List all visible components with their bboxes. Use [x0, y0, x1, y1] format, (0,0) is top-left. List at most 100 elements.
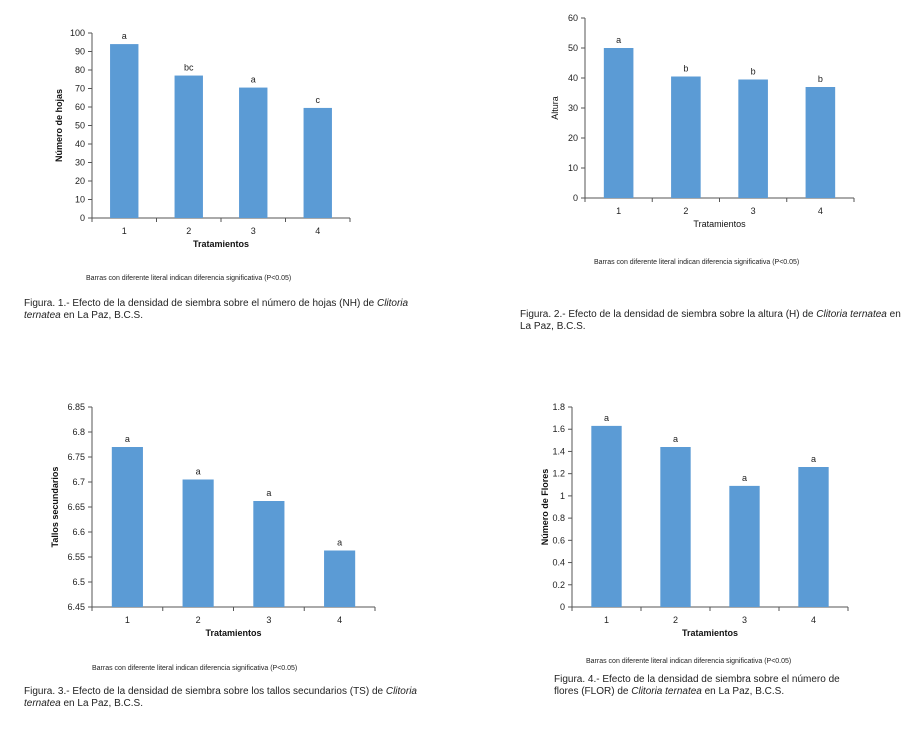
y-tick-label: 20: [568, 133, 578, 143]
bar-letter-label: a: [266, 488, 271, 498]
bar-letter-label: b: [818, 74, 823, 84]
figure-1-chart: 0 10 20 30 40 50 60 70 80 90 100 a 1 bc 2 a 3 c 4 Tratamien…: [54, 28, 351, 249]
x-axis-title: Tratamientos: [205, 628, 261, 638]
y-tick-label: 80: [75, 65, 85, 75]
figure-4-species: Clitoria ternatea: [631, 686, 702, 697]
figure-1-species: Clitoria ternatea: [24, 298, 409, 321]
bar-1: [110, 44, 139, 218]
x-tick-label: 3: [266, 615, 271, 625]
y-tick-label: 90: [75, 47, 85, 57]
figure-2-note: Barras con diferente literal indican dif…: [594, 259, 800, 266]
y-tick-label: 40: [568, 73, 578, 83]
y-axis-title: Número de Flores: [540, 469, 550, 546]
x-tick-label: 4: [337, 615, 342, 625]
y-tick-label: 6.75: [67, 452, 85, 462]
x-tick-label: 3: [251, 226, 256, 236]
figure-1-caption: Figura. 1.- Efecto de la densidad de sie…: [24, 298, 409, 321]
y-tick-label: 40: [75, 139, 85, 149]
x-tick-label: 3: [742, 615, 747, 625]
y-tick-label: 6.7: [72, 477, 85, 487]
bar-1: [591, 425, 622, 607]
figure-2-chart: 0 10 20 30 40 50 60 a 1 b 2 b 3 b 4 Tratamientos Altura: [550, 13, 855, 229]
bar-2: [671, 76, 701, 198]
y-tick-label: 1.4: [552, 446, 565, 456]
y-tick-label: 30: [75, 158, 85, 168]
y-tick-label: 70: [75, 84, 85, 94]
y-tick-label: 1.2: [552, 469, 565, 479]
y-tick-label: 20: [75, 176, 85, 186]
y-tick-label: 1.8: [552, 402, 565, 412]
figure-3-note: Barras con diferente literal indican dif…: [92, 665, 298, 672]
bar-letter-label: a: [742, 473, 747, 483]
y-tick-label: 60: [568, 13, 578, 23]
figure-3-species: Clitoria ternatea: [24, 686, 417, 709]
y-tick-label: 0.8: [552, 513, 565, 523]
y-tick-label: 6.45: [67, 602, 85, 612]
bar-letter-label: a: [811, 454, 816, 464]
y-tick-label: 10: [75, 195, 85, 205]
figure-1-note: Barras con diferente literal indican dif…: [86, 275, 292, 282]
figure-4-panel: 0 0.2 0.4 0.6 0.8 1 1.2 1.4 1.6 1.8 a 1 a 2 a 3 a 4 Tratam…: [450, 380, 910, 744]
bar-letter-label: b: [751, 67, 756, 77]
y-tick-label: 0.2: [552, 580, 565, 590]
figure-4-note: Barras con diferente literal indican dif…: [586, 658, 792, 665]
x-tick-label: 4: [315, 226, 320, 236]
figure-1-panel: 0 10 20 30 40 50 60 70 80 90 100 a 1 bc 2 a 3 c 4 Tratamien…: [0, 0, 450, 340]
bar-3: [738, 79, 768, 198]
figure-2-species: Clitoria ternatea: [816, 309, 887, 320]
bar-letter-label: a: [337, 538, 342, 548]
bar-4: [324, 550, 356, 607]
bar-2: [182, 479, 214, 607]
y-tick-label: 0: [573, 193, 578, 203]
bar-1: [603, 48, 634, 198]
y-tick-label: 0: [560, 602, 565, 612]
figure-4-chart: 0 0.2 0.4 0.6 0.8 1 1.2 1.4 1.6 1.8 a 1 a 2 a 3 a 4 Tratam…: [540, 402, 849, 638]
bar-2: [660, 447, 691, 607]
x-tick-label: 4: [811, 615, 816, 625]
y-tick-label: 6.5: [72, 577, 85, 587]
x-tick-label: 2: [683, 206, 688, 216]
figure-2-caption: Figura. 2.- Efecto de la densidad de sie…: [520, 309, 901, 332]
x-tick-label: 2: [186, 226, 191, 236]
y-tick-label: 0.4: [552, 558, 565, 568]
bar-letter-label: a: [196, 467, 201, 477]
y-axis-title: Número de hojas: [54, 89, 64, 162]
y-tick-label: 1.6: [552, 424, 565, 434]
y-tick-label: 6.85: [67, 402, 85, 412]
x-axis-title: Tratamientos: [693, 219, 746, 229]
y-tick-label: 50: [568, 43, 578, 53]
figure-3-caption: Figura. 3.- Efecto de la densidad de sie…: [24, 686, 417, 709]
x-tick-label: 1: [604, 615, 609, 625]
bar-4: [798, 467, 829, 607]
bar-4: [303, 107, 332, 218]
x-tick-label: 2: [196, 615, 201, 625]
figure-2-panel: 0 10 20 30 40 50 60 a 1 b 2 b 3 b 4 Tratamientos Altura …: [450, 0, 910, 340]
figure-4-caption: Figura. 4.- Efecto de la densidad de sie…: [554, 674, 840, 697]
bar-letter-label: a: [251, 75, 256, 85]
y-tick-label: 6.55: [67, 552, 85, 562]
figure-3-chart: 6.45 6.5 6.55 6.6 6.65 6.7 6.75 6.8 6.85 a 1 a 2 a 3 a 4…: [50, 402, 376, 638]
y-tick-label: 50: [75, 121, 85, 131]
bar-letter-label: a: [616, 35, 621, 45]
bar-letter-label: c: [316, 95, 321, 105]
y-axis-title: Altura: [550, 96, 560, 120]
x-axis-title: Tratamientos: [682, 628, 738, 638]
y-tick-label: 60: [75, 102, 85, 112]
x-tick-label: 1: [122, 226, 127, 236]
y-tick-label: 0: [80, 213, 85, 223]
x-tick-label: 4: [818, 206, 823, 216]
y-tick-label: 6.8: [72, 427, 85, 437]
bar-3: [239, 87, 268, 218]
y-tick-label: 30: [568, 103, 578, 113]
y-axis-title: Tallos secundarios: [50, 467, 60, 548]
bar-4: [805, 87, 836, 198]
bar-letter-label: b: [683, 64, 688, 74]
bar-3: [253, 501, 285, 607]
bar-letter-label: a: [122, 31, 127, 41]
bar-1: [111, 447, 143, 607]
bar-2: [174, 75, 203, 218]
y-tick-label: 100: [70, 28, 85, 38]
x-axis-title: Tratamientos: [193, 239, 249, 249]
y-tick-label: 10: [568, 163, 578, 173]
x-tick-label: 1: [616, 206, 621, 216]
